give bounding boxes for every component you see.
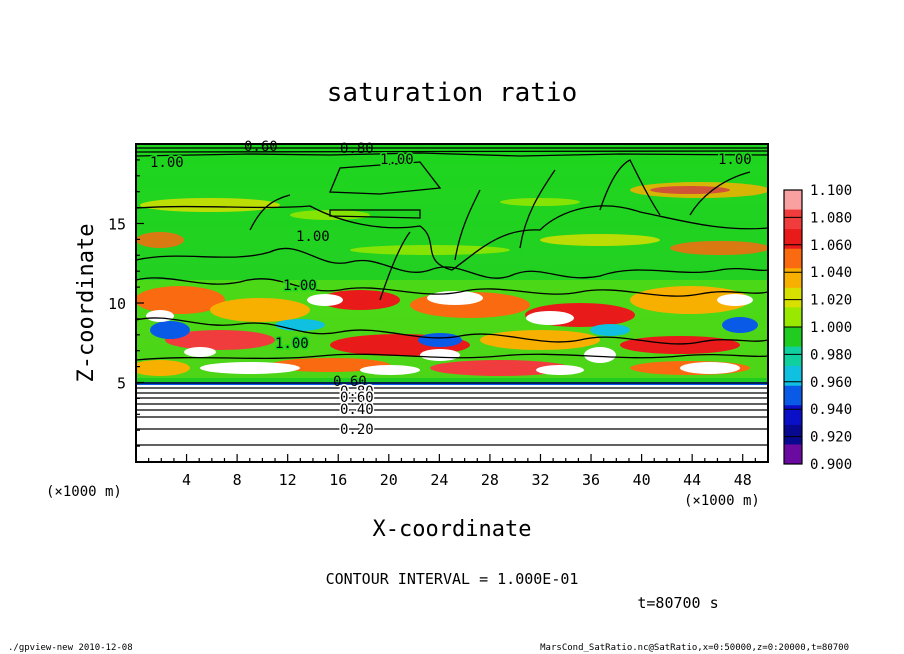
colorbar-label: 0.940 xyxy=(810,402,852,418)
mixed-layer xyxy=(136,280,768,385)
contour-label: 0.60 xyxy=(340,390,374,406)
colorbar-swatch xyxy=(784,209,802,230)
colorbar-swatch xyxy=(784,268,802,289)
x-tick-label: 32 xyxy=(531,471,549,489)
colorbar-swatch xyxy=(784,405,802,426)
colorbar-label: 0.980 xyxy=(810,347,852,363)
x-tick-label: 44 xyxy=(683,471,701,489)
contour-label: 1.00 xyxy=(718,152,752,168)
colorbar-label: 1.040 xyxy=(810,265,852,281)
x-tick-label: 12 xyxy=(279,471,297,489)
y-axis-title: Z-coordinate xyxy=(74,224,99,383)
time-stamp: t=80700 s xyxy=(637,594,718,612)
contour-label: 0.80 xyxy=(340,384,374,400)
colorbar-label: 1.080 xyxy=(810,210,852,226)
x-tick-label: 16 xyxy=(329,471,347,489)
contour-label: 0.60 xyxy=(244,139,278,155)
footer-left: ./gpview-new 2010-12-08 xyxy=(8,643,133,653)
upper-supersaturation-bands xyxy=(136,182,768,255)
colorbar-swatch xyxy=(784,366,802,387)
x-axis: 4 8 12 16 20 24 28 32 36 40 44 48 xyxy=(148,454,756,489)
chart-title: saturation ratio xyxy=(327,78,577,108)
colorbar: 1.100 1.080 1.060 1.040 1.020 1.000 0.980 0.960… xyxy=(783,183,852,473)
contour-label: 1.00 xyxy=(275,336,309,352)
y-tick-label: 15 xyxy=(108,216,126,234)
y-tick-label: 10 xyxy=(108,295,126,313)
lower-contours xyxy=(136,382,768,446)
contour-interval: CONTOUR INTERVAL = 1.000E-01 xyxy=(326,570,579,588)
colorbar-label: 0.920 xyxy=(810,430,852,446)
x-tick-label: 40 xyxy=(633,471,651,489)
colorbar-swatch xyxy=(784,346,802,367)
contour-label: 0.40 xyxy=(340,402,374,418)
colorbar-swatch xyxy=(784,444,802,465)
contour-label: 1.00 xyxy=(296,229,330,245)
contour-label: 1.00 xyxy=(380,152,414,168)
colorbar-label: 1.100 xyxy=(810,183,852,199)
x-unit-label: (×1000 m) xyxy=(46,484,122,500)
subsaturated-region xyxy=(136,385,768,462)
colorbar-label: 1.060 xyxy=(810,238,852,254)
y-axis: 5 10 15 xyxy=(108,159,144,447)
y-tick-label: 5 xyxy=(117,375,126,393)
x-tick-label: 36 xyxy=(582,471,600,489)
colorbar-swatch xyxy=(784,190,802,211)
contour-label: 1.00 xyxy=(283,278,317,294)
colorbar-swatch xyxy=(784,424,802,445)
colorbar-label: 0.960 xyxy=(810,375,852,391)
x-tick-label: 4 xyxy=(182,471,191,489)
colorbar-swatch xyxy=(784,307,802,328)
x-tick-label: 28 xyxy=(481,471,499,489)
contour-label: 0.60 xyxy=(333,374,367,390)
surface-band-green xyxy=(136,378,768,382)
x-tick-label: 48 xyxy=(734,471,752,489)
upper-contours xyxy=(136,147,768,361)
colorbar-swatch xyxy=(784,287,802,308)
footer-right: MarsCond_SatRatio.nc@SatRatio,x=0:50000,… xyxy=(540,643,849,653)
colorbar-swatch xyxy=(784,248,802,269)
colorbar-swatch xyxy=(784,385,802,406)
contour-label: 0.20 xyxy=(340,422,374,438)
x-axis-title: X-coordinate xyxy=(373,517,532,542)
x-tick-label: 24 xyxy=(430,471,448,489)
colorbar-swatch xyxy=(784,327,802,348)
colorbar-label: 1.020 xyxy=(810,293,852,309)
x-tick-label: 20 xyxy=(380,471,398,489)
colorbar-label: 1.000 xyxy=(810,320,852,336)
z-unit-label: (×1000 m) xyxy=(684,493,760,509)
contour-label: 1.00 xyxy=(150,155,184,171)
contour-labels: 1.00 1.00 1.00 1.00 1.00 1.00 0.60 0.80 … xyxy=(149,139,754,440)
heatmap-field xyxy=(136,144,768,462)
colorbar-label: 0.900 xyxy=(810,457,852,473)
x-tick-label: 8 xyxy=(233,471,242,489)
colorbar-swatch xyxy=(784,229,802,250)
